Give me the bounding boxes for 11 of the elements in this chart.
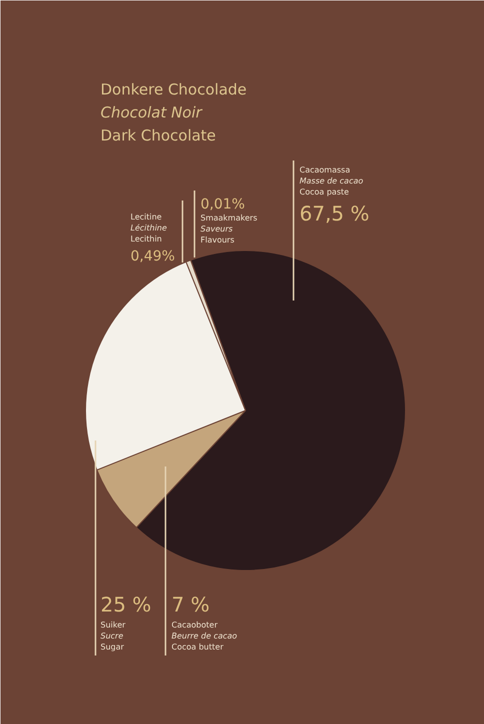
slice-label: Lecitine Lécithine Lecithin — [130, 212, 167, 244]
data-label: 7 % — [172, 592, 210, 616]
slice-label: Suiker Sucre Sugar — [100, 620, 126, 652]
chart-title: Donkere Chocolade Chocolat Noir Dark Chocolate — [100, 80, 247, 144]
data-label: 67,5 % — [300, 202, 370, 226]
slice-label: Cacaomassa Masse de cacao Cocoa paste — [300, 166, 364, 196]
slice-label: Cacaoboter Beurre de cacao Cocoa butter — [172, 620, 238, 652]
data-label: 25 % — [100, 592, 152, 616]
data-label: 0,49% — [130, 248, 175, 264]
data-label: 0,01% — [200, 196, 245, 212]
slice-label: Smaakmakers Saveurs Flavours — [200, 214, 258, 244]
